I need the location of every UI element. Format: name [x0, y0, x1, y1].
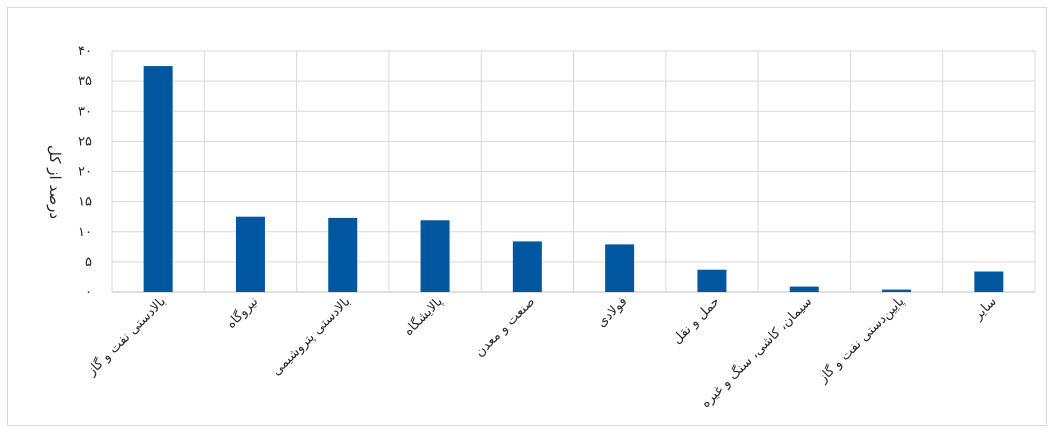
bar: [882, 289, 912, 292]
chart-frame: ۰ ۵ ۱۰ ۱۵ ۲۰ ۲۵ ۳۰ ۳۵ ۴۰ بالادستی نفت و گاز نیروگ…: [7, 7, 1047, 426]
bar: [789, 286, 819, 292]
y-tick-label: ۱۵: [78, 195, 92, 210]
bar: [235, 216, 265, 292]
y-tick-label: ۳۵: [78, 74, 92, 89]
y-tick-labels: ۰ ۵ ۱۰ ۱۵ ۲۰ ۲۵ ۳۰ ۳۵ ۴۰: [78, 44, 92, 300]
bar-chart: ۰ ۵ ۱۰ ۱۵ ۲۰ ۲۵ ۳۰ ۳۵ ۴۰ بالادستی نفت و گاز نیروگ…: [46, 44, 1036, 411]
bar: [974, 271, 1004, 292]
bar: [328, 217, 358, 292]
bar: [697, 269, 727, 292]
y-tick-label: ۰: [85, 285, 92, 300]
y-tick-label: ۴۰: [78, 44, 92, 59]
gridlines: [111, 50, 1036, 293]
x-category-label: پالایشگاه: [401, 293, 447, 339]
bar: [420, 220, 450, 292]
x-category-label: فولادی: [594, 294, 630, 330]
bars: [143, 66, 1004, 292]
y-tick-label: ۳۰: [78, 104, 92, 119]
bar: [512, 241, 542, 292]
y-tick-label: ۲۵: [78, 134, 92, 149]
y-tick-label: ۵: [85, 255, 92, 270]
x-category-label: بالادستی پتروشیمی: [269, 294, 354, 379]
x-category-label: بالادستی نفت و گاز: [83, 294, 169, 380]
x-category-label: سایر: [970, 294, 999, 323]
x-category-label: حمل و نقل: [670, 294, 723, 347]
x-category-label: صنعت و معدن: [472, 294, 538, 360]
y-tick-label: ۱۰: [78, 225, 92, 240]
bar: [143, 66, 173, 292]
x-category-label: پایین‌دستی نفت و گاز: [814, 293, 907, 386]
bar: [605, 244, 635, 292]
x-category-labels: بالادستی نفت و گاز نیروگاه بالادستی پتروشی…: [83, 293, 1000, 411]
y-tick-label: ۲۰: [78, 165, 92, 180]
x-category-label: نیروگاه: [223, 294, 261, 332]
y-axis-label: درصد از کل: [46, 145, 64, 219]
